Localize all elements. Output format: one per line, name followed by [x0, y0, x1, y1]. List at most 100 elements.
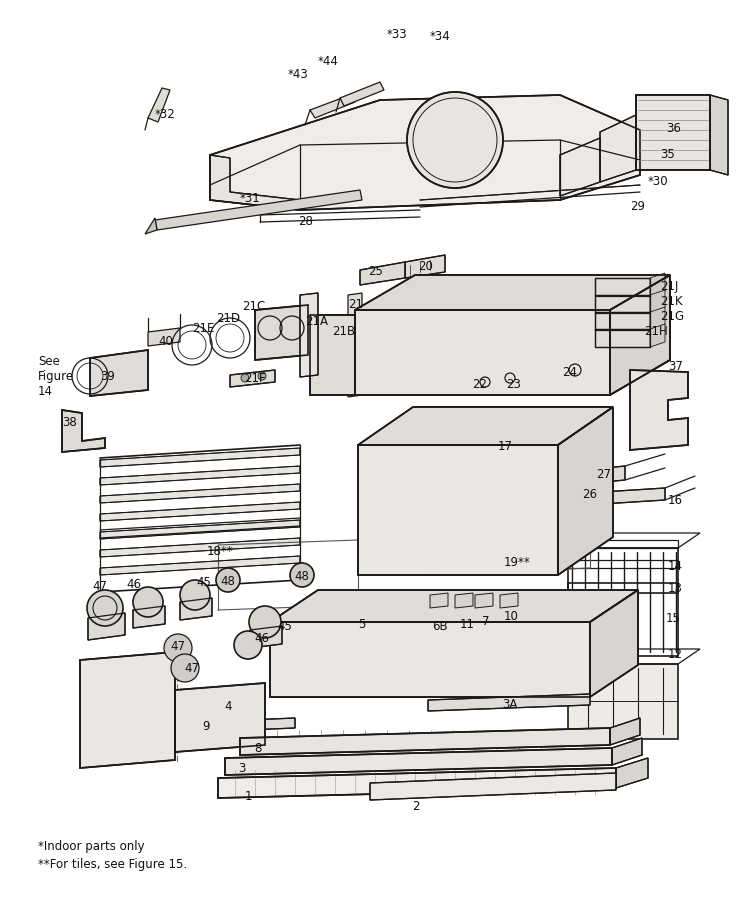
Text: 35: 35 — [660, 148, 675, 161]
Text: 47: 47 — [92, 580, 107, 593]
Text: 25: 25 — [368, 265, 383, 278]
Circle shape — [234, 631, 262, 659]
Text: 15: 15 — [666, 612, 681, 625]
Text: 47: 47 — [170, 640, 185, 653]
Text: 46: 46 — [126, 578, 141, 591]
Polygon shape — [710, 95, 728, 175]
Text: 37: 37 — [668, 360, 683, 373]
Polygon shape — [100, 538, 300, 557]
Text: 4: 4 — [224, 700, 232, 713]
Polygon shape — [570, 488, 665, 506]
Circle shape — [180, 580, 210, 610]
Circle shape — [87, 590, 123, 626]
Polygon shape — [100, 556, 300, 575]
Text: 36: 36 — [666, 122, 681, 135]
Polygon shape — [100, 502, 300, 521]
Polygon shape — [558, 407, 613, 575]
Polygon shape — [650, 273, 665, 296]
Text: 19**: 19** — [504, 556, 531, 569]
Text: *33: *33 — [387, 28, 408, 41]
Text: Figure: Figure — [38, 370, 74, 383]
Polygon shape — [300, 293, 318, 377]
Polygon shape — [175, 683, 265, 752]
Polygon shape — [270, 590, 638, 622]
Circle shape — [407, 92, 503, 188]
Polygon shape — [210, 155, 300, 210]
Text: 1: 1 — [245, 790, 253, 803]
Circle shape — [164, 634, 192, 662]
Text: 22: 22 — [472, 378, 487, 391]
Text: 5: 5 — [358, 618, 365, 631]
Text: 23: 23 — [506, 378, 521, 391]
Polygon shape — [595, 312, 650, 330]
Polygon shape — [370, 773, 616, 800]
Text: 46: 46 — [254, 632, 269, 645]
Text: *32: *32 — [155, 108, 176, 121]
Text: *Indoor parts only: *Indoor parts only — [38, 840, 144, 853]
Text: 21G: 21G — [660, 310, 684, 323]
Polygon shape — [100, 466, 300, 485]
Text: *30: *30 — [648, 175, 669, 188]
Polygon shape — [62, 410, 105, 452]
Polygon shape — [560, 138, 600, 196]
Text: See: See — [38, 355, 60, 368]
Polygon shape — [610, 718, 640, 745]
Text: *44: *44 — [318, 55, 339, 68]
Polygon shape — [630, 370, 688, 450]
Polygon shape — [650, 290, 665, 313]
Circle shape — [241, 374, 249, 382]
Circle shape — [216, 568, 240, 592]
Polygon shape — [133, 606, 165, 628]
Text: 13: 13 — [668, 582, 683, 595]
Text: *43: *43 — [288, 68, 309, 81]
Polygon shape — [155, 190, 362, 230]
Polygon shape — [230, 370, 275, 387]
Polygon shape — [218, 768, 616, 798]
Text: 21C: 21C — [242, 300, 265, 313]
Text: 27: 27 — [596, 468, 611, 481]
Polygon shape — [200, 718, 295, 732]
Text: *34: *34 — [430, 30, 450, 43]
Text: 20: 20 — [418, 260, 433, 273]
Polygon shape — [355, 310, 610, 395]
Polygon shape — [650, 307, 665, 330]
Text: 21K: 21K — [660, 295, 683, 308]
Polygon shape — [270, 622, 590, 697]
Bar — [568, 548, 678, 656]
Polygon shape — [610, 275, 670, 395]
Text: 14: 14 — [38, 385, 53, 398]
Text: 21H: 21H — [644, 325, 668, 338]
Polygon shape — [358, 445, 558, 575]
Text: 29: 29 — [630, 200, 645, 213]
Text: 26: 26 — [582, 488, 597, 501]
Polygon shape — [360, 262, 405, 285]
Polygon shape — [600, 115, 636, 182]
Polygon shape — [595, 329, 650, 347]
Polygon shape — [455, 593, 473, 608]
Text: 21B: 21B — [332, 325, 355, 338]
Polygon shape — [88, 613, 125, 640]
Polygon shape — [210, 95, 640, 210]
Text: 38: 38 — [62, 416, 77, 429]
Circle shape — [133, 587, 163, 617]
Text: 45: 45 — [277, 620, 292, 633]
Text: 11: 11 — [460, 618, 475, 631]
Polygon shape — [348, 293, 362, 397]
Text: 48: 48 — [220, 575, 235, 588]
Polygon shape — [355, 275, 670, 310]
Text: 7: 7 — [482, 615, 490, 628]
Polygon shape — [80, 652, 175, 768]
Polygon shape — [100, 520, 300, 539]
Text: 21A: 21A — [305, 315, 328, 328]
Text: 24: 24 — [562, 366, 577, 379]
Polygon shape — [430, 593, 448, 608]
Polygon shape — [475, 593, 493, 608]
Polygon shape — [636, 95, 710, 170]
Polygon shape — [100, 448, 300, 467]
Polygon shape — [310, 95, 355, 118]
Circle shape — [171, 654, 199, 682]
Text: 14: 14 — [668, 560, 683, 573]
Polygon shape — [405, 255, 445, 278]
Polygon shape — [590, 590, 638, 697]
Polygon shape — [595, 295, 650, 313]
